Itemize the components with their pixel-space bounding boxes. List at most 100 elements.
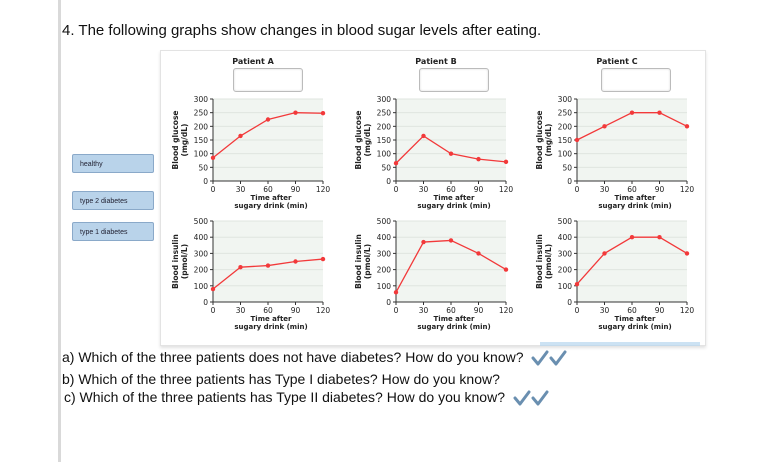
plot-area [396,221,506,302]
drop-zone-patient-c[interactable] [601,68,671,92]
y-axis-label-line2: (mg/dL) [180,124,189,157]
data-point [629,110,635,115]
y-tick-label: 200 [377,122,392,131]
data-point [574,281,580,287]
data-point [393,161,399,166]
x-tick-label: 90 [655,185,665,194]
data-point [503,267,509,272]
y-tick-label: 250 [194,109,209,118]
question-b: b) Which of the three patients has Type … [62,371,500,387]
data-point [293,110,298,115]
y-tick-label: 100 [377,282,392,291]
y-tick-label: 100 [558,150,573,159]
data-point [503,159,509,165]
y-tick-label: 300 [558,95,573,104]
x-tick-label: 0 [394,185,399,194]
drop-zone-patient-b[interactable] [419,68,489,92]
y-tick-label: 150 [558,136,573,145]
data-point [320,256,326,262]
y-axis-label-line1: Blood glucose [535,110,544,169]
data-point [265,117,271,122]
y-tick-label: 200 [194,122,209,131]
x-tick-label: 0 [575,185,580,194]
x-axis-label-line1: Time after [434,194,476,202]
y-tick-label: 100 [377,150,392,159]
y-tick-label: 400 [377,233,392,242]
x-tick-label: 30 [419,306,429,315]
data-point [293,259,298,264]
question-c: c) Which of the three patients has Type … [64,389,553,406]
x-axis-label-line2: sugary drink (min) [598,202,671,210]
x-tick-label: 30 [600,185,610,194]
x-tick-label: 120 [316,306,331,315]
y-tick-label: 100 [194,282,209,291]
y-tick-label: 150 [194,136,209,145]
y-tick-label: 300 [377,249,392,258]
y-tick-label: 250 [558,109,573,118]
data-point [684,251,690,256]
data-point [476,251,481,256]
data-point [320,111,326,116]
question-title: 4. The following graphs show changes in … [62,22,542,39]
x-axis-label-line1: Time after [615,315,657,323]
x-tick-label: 0 [211,306,216,315]
x-tick-label: 0 [394,306,399,315]
x-tick-label: 60 [446,306,456,315]
y-axis-label-line2: (pmol/L) [180,244,189,279]
y-tick-label: 50 [381,163,391,172]
y-axis-label-line1: Blood glucose [354,110,363,169]
y-tick-label: 300 [377,95,392,104]
check-marks-icon [531,350,567,366]
label-chip-healthy[interactable]: healthy [72,154,154,173]
y-tick-label: 500 [558,217,573,226]
panel-bottom-highlight [540,342,700,346]
x-tick-label: 120 [680,185,695,194]
label-chip-type1[interactable]: type 1 diabetes [72,222,154,241]
y-axis-label-line2: (mg/dL) [544,124,553,157]
y-tick-label: 400 [194,233,209,242]
y-axis-label-line1: Blood insulin [535,234,544,289]
x-axis-label-line2: sugary drink (min) [598,323,671,331]
x-tick-label: 120 [680,306,695,315]
data-point [238,133,243,139]
y-tick-label: 0 [386,298,391,307]
y-tick-label: 0 [567,298,572,307]
data-point [574,137,580,143]
y-axis-label-line2: (pmol/L) [363,244,372,279]
x-axis-label-line1: Time after [615,194,657,202]
y-tick-label: 400 [558,233,573,242]
graphs-panel: 0 50 100 150 200 250 300 0 30 60 90 120 Time after su… [160,50,706,346]
data-point [657,110,662,115]
check-marks-icon [513,390,549,406]
label-chip-type2[interactable]: type 2 diabetes [72,191,154,210]
question-a-text: a) Which of the three patients does not … [62,349,524,365]
x-tick-label: 60 [627,306,637,315]
x-tick-label: 90 [474,306,484,315]
data-point [476,156,481,162]
y-axis-label-line2: (mg/dL) [363,124,372,157]
data-point [657,235,662,240]
x-axis-label-line1: Time after [434,315,476,323]
x-tick-label: 30 [236,185,246,194]
x-tick-label: 120 [316,185,331,194]
drop-zone-patient-a[interactable] [233,68,303,92]
y-tick-label: 100 [558,282,573,291]
x-axis-label-line1: Time after [251,315,293,323]
x-axis-label-line1: Time after [251,194,293,202]
y-tick-label: 0 [567,177,572,186]
y-tick-label: 200 [377,266,392,275]
y-tick-label: 200 [194,266,209,275]
question-b-text: b) Which of the three patients has Type … [62,371,500,387]
x-tick-label: 120 [499,306,514,315]
y-tick-label: 300 [194,95,209,104]
x-tick-label: 90 [474,185,484,194]
x-axis-label-line2: sugary drink (min) [417,323,490,331]
y-tick-label: 0 [386,177,391,186]
data-point [393,290,399,295]
y-tick-label: 50 [198,163,208,172]
x-tick-label: 30 [419,185,429,194]
data-point [210,155,216,160]
chart-title: Patient A [232,57,274,66]
x-tick-label: 60 [446,185,456,194]
